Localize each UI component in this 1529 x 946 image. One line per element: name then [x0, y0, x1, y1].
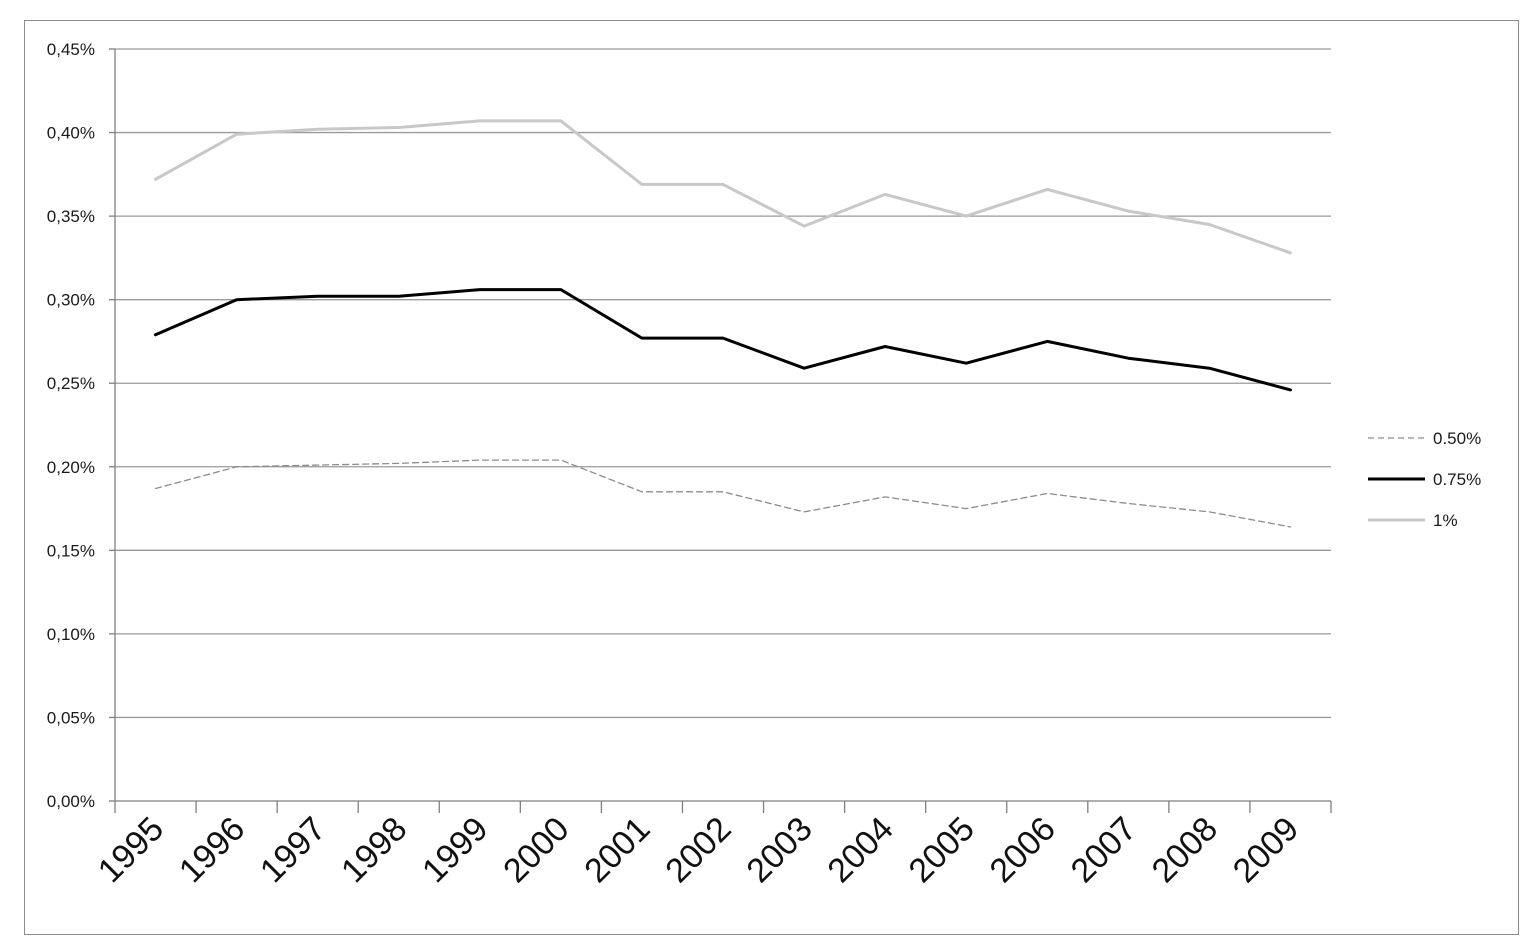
series-lines — [154, 119, 1292, 528]
x-tick-label: 2001 — [577, 810, 657, 890]
x-tick-label: 2000 — [496, 810, 576, 890]
y-tick-label: 0,45% — [47, 40, 95, 59]
x-tick-label: 1999 — [415, 810, 495, 890]
x-tick-label: 1995 — [91, 810, 171, 890]
y-tick-label: 0,40% — [47, 124, 95, 143]
x-tick-label: 2006 — [983, 810, 1063, 890]
gridlines — [115, 48, 1331, 719]
y-tick-label: 0,20% — [47, 458, 95, 477]
x-tick-label: 1998 — [334, 810, 414, 890]
x-tick-label: 2004 — [820, 810, 900, 890]
x-tick-label: 1996 — [172, 810, 252, 890]
y-tick-label: 0,10% — [47, 625, 95, 644]
x-tick-label: 2007 — [1064, 810, 1144, 890]
series-line-2 — [154, 119, 1292, 255]
y-tick-label: 0,30% — [47, 291, 95, 310]
axes — [109, 48, 1332, 813]
y-tick-label: 0,05% — [47, 708, 95, 727]
y-tick-label: 0,25% — [47, 374, 95, 393]
x-tick-label: 1997 — [253, 810, 333, 890]
series-line-1 — [154, 288, 1292, 392]
legend: 0.50% 0.75% 1% — [1368, 429, 1481, 530]
x-tick-label: 2005 — [902, 810, 982, 890]
series-line-0 — [154, 459, 1292, 528]
y-tick-label: 0,15% — [47, 541, 95, 560]
x-tick-labels: 1995 1996 1997 1998 1999 2000 2001 2002 2003 2004… — [91, 810, 1306, 890]
y-tick-label: 0,35% — [47, 207, 95, 226]
legend-label: 0.50% — [1433, 429, 1481, 448]
legend-label: 1% — [1433, 511, 1458, 530]
y-tick-label: 0,00% — [47, 792, 95, 811]
x-tick-label: 2009 — [1226, 810, 1306, 890]
x-tick-label: 2003 — [739, 810, 819, 890]
chart-frame — [24, 20, 1519, 935]
legend-label: 0.75% — [1433, 470, 1481, 489]
x-tick-label: 2008 — [1145, 810, 1225, 890]
y-tick-labels: 0,00% 0,05% 0,10% 0,15% 0,20% 0,25% 0,30% 0,35%… — [47, 40, 95, 811]
x-tick-label: 2002 — [658, 810, 738, 890]
